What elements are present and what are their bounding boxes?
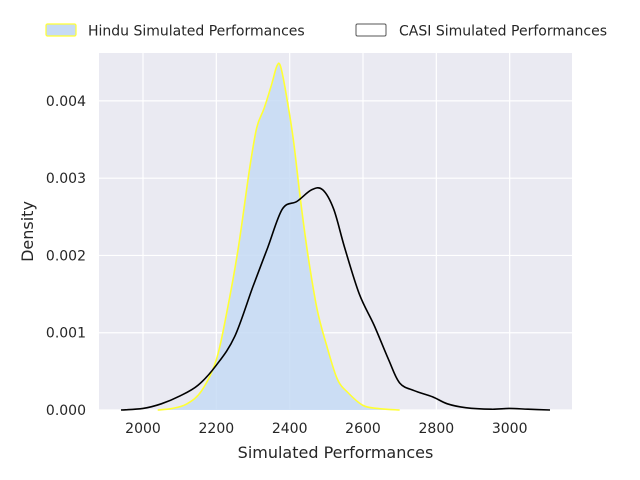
series-area-hindu [157, 63, 400, 410]
x-tick-label-2600: 2600 [345, 421, 381, 437]
x-tick-label-2400: 2400 [272, 421, 308, 437]
legend: Hindu Simulated Performances CASI Simula… [45, 23, 607, 40]
x-axis-label: Simulated Performances [238, 443, 434, 462]
x-axis-ticks: 2000 2200 2400 2600 2800 3000 [125, 421, 527, 437]
legend-swatch-casi [355, 23, 387, 37]
y-axis-ticks: 0.000 0.001 0.002 0.003 0.004 [46, 94, 86, 419]
series-line-casi [120, 187, 551, 411]
y-tick-label-3: 0.003 [46, 171, 86, 187]
y-axis-label: Density [18, 201, 37, 262]
legend-label-hindu: Hindu Simulated Performances [88, 24, 305, 40]
x-tick-label-2000: 2000 [125, 421, 161, 437]
plot-area [99, 53, 572, 410]
legend-swatch-hindu [45, 23, 77, 37]
x-tick-label-2200: 2200 [199, 421, 235, 437]
x-tick-label-3000: 3000 [492, 421, 528, 437]
legend-label-casi: CASI Simulated Performances [399, 24, 607, 40]
series-line-hindu [157, 62, 400, 411]
y-tick-label-4: 0.004 [46, 94, 86, 110]
y-tick-label-2: 0.002 [46, 248, 86, 264]
x-tick-label-2800: 2800 [419, 421, 455, 437]
series-layer [120, 62, 551, 411]
y-tick-label-0: 0.000 [46, 403, 86, 419]
y-tick-label-1: 0.001 [46, 326, 86, 342]
